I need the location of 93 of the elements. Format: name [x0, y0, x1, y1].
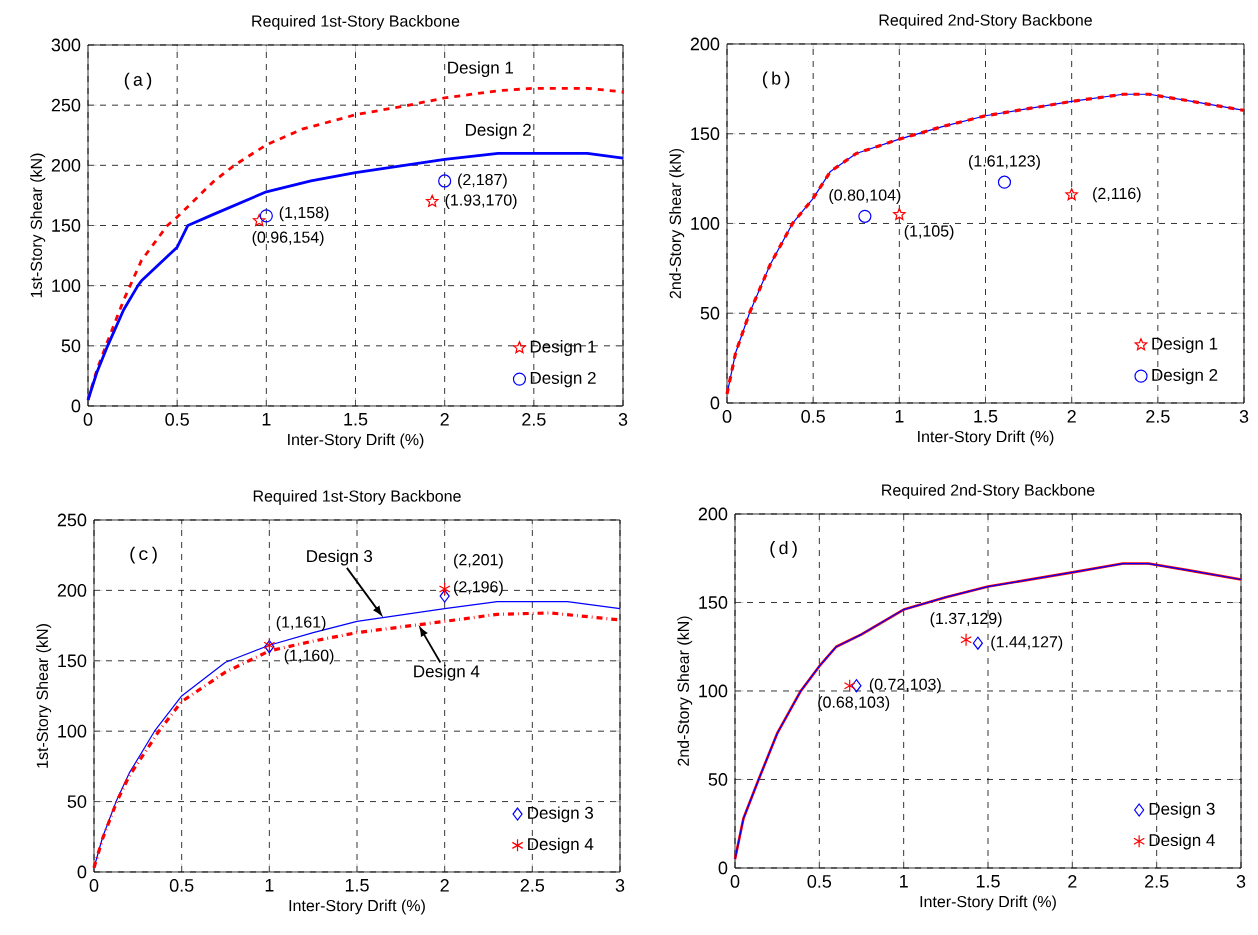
annotation: (1,161): [276, 615, 326, 631]
x-axis-title: Inter-Story Drift (%): [288, 433, 424, 449]
y-tick-label: 100: [699, 684, 728, 698]
legend-label: Design 4: [1149, 833, 1215, 850]
x-tick-label: 2: [1067, 410, 1076, 423]
x-axis-title: Inter-Story Drift (%): [289, 899, 425, 915]
chart-title: Required 2nd-Story Backbone: [882, 483, 1095, 499]
annotation: (1.37,129): [930, 612, 1002, 628]
x-tick-label: 0.5: [165, 413, 189, 426]
annotation: (0.96,154): [252, 231, 324, 246]
annotation: (1,105): [904, 224, 954, 240]
y-tick-label: 100: [58, 724, 87, 738]
y-tick-label: 50: [67, 795, 87, 808]
chart-title: Required 1st-Story Backbone: [253, 490, 461, 505]
x-tick-label: 2: [1068, 875, 1077, 888]
y-tick-label: 100: [52, 279, 81, 293]
annotation: (0.68,103): [818, 696, 890, 711]
y-tick-label: 200: [690, 37, 720, 51]
y-tick-label: 250: [57, 513, 87, 527]
y-tick-label: 150: [58, 654, 87, 668]
x-axis-title: Inter-Story Drift (%): [918, 430, 1054, 446]
annotation: (c): [130, 546, 157, 564]
x-tick-label: 3: [1236, 875, 1246, 888]
annotation: (1.93,170): [445, 193, 517, 209]
x-tick-label: 2.5: [1145, 875, 1169, 888]
x-tick-label: 0.5: [169, 879, 194, 892]
x-axis-title: Inter-Story Drift (%): [920, 895, 1056, 911]
legend-label: Design 4: [528, 837, 594, 854]
x-tick-label: 1.5: [976, 875, 1000, 888]
x-tick-label: 2.5: [522, 413, 546, 426]
x-tick-label: 0.5: [807, 875, 832, 888]
annotation: (2,196): [454, 580, 503, 596]
legend-label: Design 3: [528, 806, 594, 823]
x-tick-label: 3: [615, 879, 625, 892]
annotation: (1.61,123): [969, 154, 1040, 170]
x-tick-label: 2: [440, 413, 449, 426]
x-tick-label: 0: [730, 875, 740, 888]
y-tick-label: 300: [51, 38, 81, 52]
y-axis-title: 1st-Story Shear (kN): [30, 153, 46, 298]
x-tick-label: 3: [1239, 410, 1249, 423]
y-tick-label: 200: [698, 507, 728, 521]
chart-title: Required 2nd-Story Backbone: [879, 13, 1092, 29]
y-tick-label: 0: [77, 865, 87, 879]
annotation: (2,201): [454, 553, 503, 569]
x-tick-label: 0: [89, 879, 99, 892]
x-tick-label: 1.5: [344, 413, 368, 426]
y-tick-label: 150: [52, 219, 81, 232]
y-tick-label: 200: [51, 158, 81, 172]
y-tick-label: 100: [691, 217, 720, 230]
annotation: (1,160): [284, 649, 334, 665]
annotation: (d): [770, 540, 797, 558]
y-tick-label: 50: [700, 306, 720, 320]
text: Design 3: [307, 549, 373, 566]
x-tick-label: 3: [618, 413, 628, 426]
legend-label: Design 1: [1152, 337, 1218, 354]
y-tick-label: 150: [699, 596, 728, 609]
x-tick-label: 1: [900, 875, 908, 888]
annotation: (2,116): [1093, 187, 1141, 203]
annotation: (0.72,103): [869, 678, 941, 694]
text: Design 4: [414, 664, 480, 681]
y-tick-label: 50: [708, 773, 728, 786]
x-tick-label: 1.5: [974, 410, 998, 423]
y-tick-label: 250: [51, 98, 81, 112]
y-tick-label: 200: [57, 584, 87, 597]
y-tick-label: 50: [61, 339, 81, 353]
y-tick-label: 0: [71, 399, 81, 413]
y-axis-title: 2nd-Story Shear (kN): [677, 616, 693, 766]
x-tick-label: 1: [895, 410, 904, 423]
annotation: (2,187): [458, 173, 507, 189]
x-tick-label: 1: [262, 413, 271, 426]
x-tick-label: 2.5: [520, 879, 545, 892]
y-axis-title: 2nd-Story Shear (kN): [669, 148, 685, 299]
series-label: Design 2: [466, 123, 531, 140]
annotation: (0.80,104): [829, 188, 901, 204]
legend-label: Design 3: [1149, 802, 1215, 819]
x-tick-label: 0.5: [801, 410, 825, 423]
x-tick-label: 1.5: [345, 879, 369, 892]
y-tick-label: 0: [710, 396, 720, 410]
chart-title: Required 1st-Story Backbone: [252, 15, 460, 30]
legend-label: Design 1: [530, 340, 596, 356]
legend-label: Design 2: [1152, 368, 1218, 385]
legend-label: Design 2: [530, 371, 596, 388]
annotation: (a): [124, 72, 152, 90]
annotation: (1.44,127): [991, 635, 1063, 651]
y-tick-label: 0: [718, 861, 728, 875]
x-tick-label: 1: [265, 879, 274, 892]
x-tick-label: 2.5: [1146, 410, 1170, 423]
y-axis-title: 1st-Story Shear (kN): [36, 624, 52, 768]
annotation: (b): [762, 71, 790, 89]
x-tick-label: 2: [440, 879, 449, 892]
annotation: (1,158): [279, 206, 329, 222]
y-tick-label: 150: [691, 127, 720, 141]
series-label: Design 1: [448, 61, 514, 78]
